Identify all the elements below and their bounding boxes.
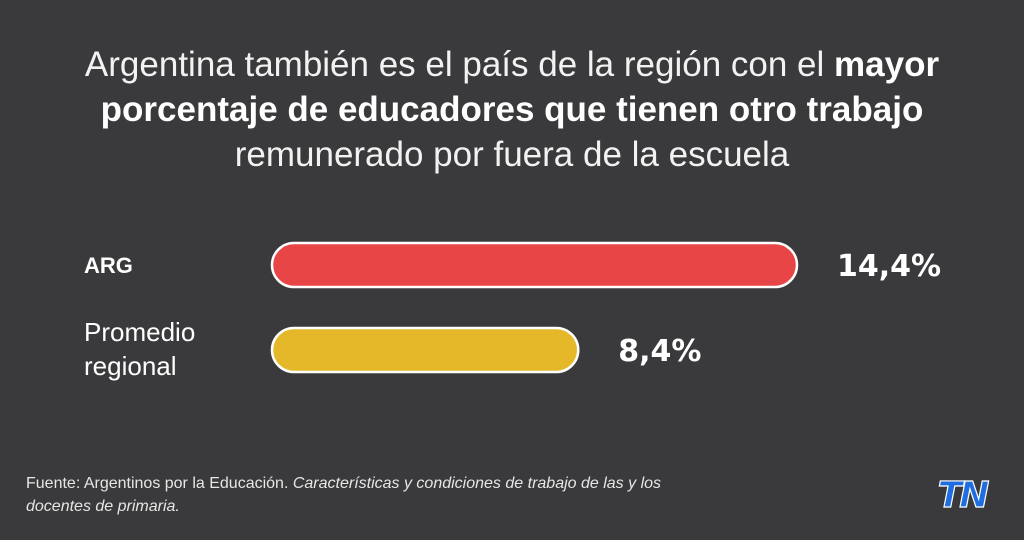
title-part-2-bold: mayor porcentaje de educadores que tiene… <box>100 45 940 129</box>
bar-promedio-regional <box>270 326 580 374</box>
bar-arg <box>270 241 799 289</box>
tn-logo-text: TN <box>938 475 990 514</box>
category-label: ARG <box>84 253 133 278</box>
source-note: Fuente: Argentinos por la Educación. Car… <box>26 472 706 518</box>
source-title: Características y condiciones de trabajo… <box>26 475 662 515</box>
value-label: 14,4% <box>837 249 941 284</box>
source-prefix: Fuente: Argentinos por la Educación. <box>26 475 289 492</box>
category-label: Promedio regional <box>84 317 195 381</box>
title-part-1: Argentina también es el país de la regió… <box>84 45 825 84</box>
title-part-3: remunerado por fuera de la escuela <box>234 135 790 174</box>
chart-title: Argentina también es el país de la regió… <box>72 42 952 177</box>
value-label: 8,4% <box>618 334 701 369</box>
tn-logo-icon: TN <box>937 474 993 514</box>
